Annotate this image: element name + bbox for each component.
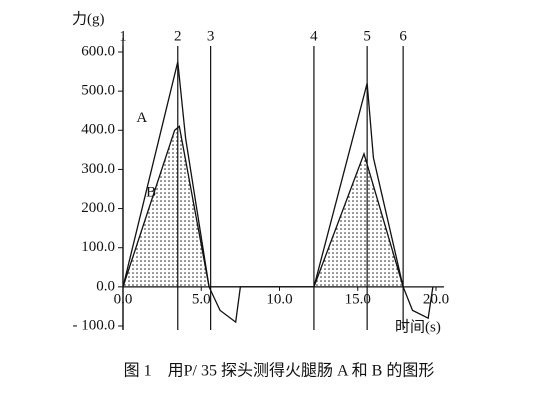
line: [122, 125, 404, 288]
marker-label: 1: [119, 28, 127, 44]
marker-label: 2: [174, 28, 182, 44]
marker-label: 6: [399, 28, 407, 44]
y-tick-label: 400.0: [81, 122, 115, 138]
caption: 图 1 用P/ 35 探头测得火腿肠 A 和 B 的图形: [124, 362, 435, 380]
area-fill: [123, 126, 404, 287]
y-tick-label: 500.0: [81, 83, 115, 99]
y-tick-label: 300.0: [81, 161, 115, 177]
x-tick-label: 15.0: [345, 291, 371, 307]
series-label: A: [136, 110, 147, 126]
y-tick-label: 600.0: [81, 43, 115, 59]
y-tick-label: - 100.0: [73, 317, 116, 333]
marker-label: 5: [363, 28, 371, 44]
y-axis-label: 力(g): [72, 10, 105, 27]
x-tick-label: 20.0: [423, 291, 449, 307]
x-tick-label: 5.0: [192, 291, 211, 307]
marker-label: 4: [310, 28, 318, 44]
x-tick-label: 10.0: [266, 291, 292, 307]
y-tick-label: 0.0: [96, 278, 115, 294]
y-tick-label: 100.0: [81, 239, 115, 255]
marker-label: 3: [207, 28, 215, 44]
y-tick-label: 200.0: [81, 200, 115, 216]
series-label: B: [146, 184, 156, 200]
x-axis-label: 时间(s): [395, 318, 441, 335]
